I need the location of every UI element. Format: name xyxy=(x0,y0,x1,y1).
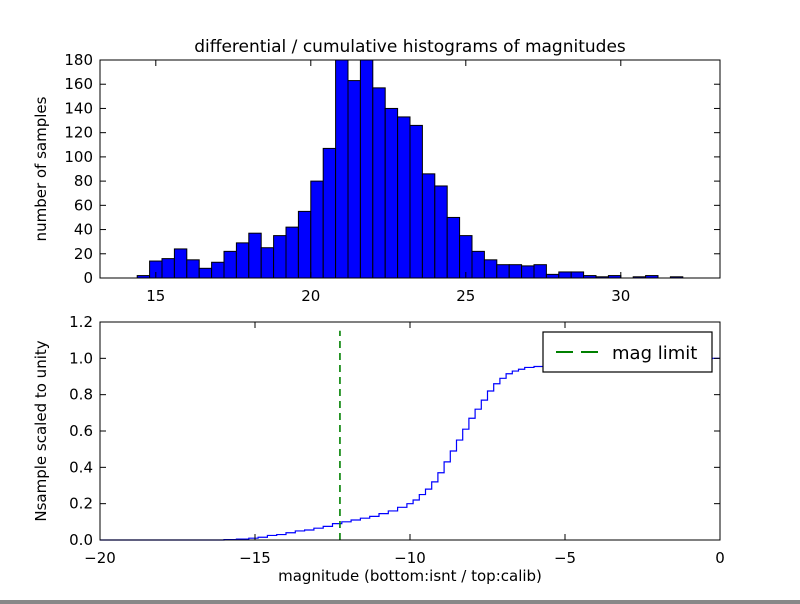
histogram-bars xyxy=(136,59,684,279)
y-tick-label: 180 xyxy=(64,51,93,69)
hist-bar xyxy=(235,242,250,279)
y-tick-label: 100 xyxy=(64,148,93,166)
y-tick-label: 0.2 xyxy=(69,495,93,513)
hist-bar xyxy=(570,271,585,279)
hist-bar xyxy=(434,185,448,279)
hist-bar xyxy=(421,173,436,279)
bottom-plot-ticks: −20 −15 −10 −5 0 0.0 0.2 0.4 0.6 0.8 1.0 1.2 xyxy=(69,313,725,567)
x-axis-label: magnitude (bottom:isnt / top:calib) xyxy=(278,567,542,585)
hist-bar xyxy=(384,107,399,279)
hist-bar xyxy=(161,258,175,279)
y-tick-label: 0 xyxy=(83,269,93,287)
hist-bar xyxy=(211,261,225,279)
hist-bar xyxy=(173,248,188,279)
bottom-y-axis-label: Nsample scaled to unity xyxy=(32,340,50,521)
y-tick-label: 120 xyxy=(64,124,93,142)
hist-bar xyxy=(558,271,572,279)
hist-bar xyxy=(496,264,510,279)
x-tick-label: 20 xyxy=(301,287,320,305)
cumulative-curve xyxy=(100,357,720,541)
x-tick-label: −20 xyxy=(84,549,116,567)
legend-label: mag limit xyxy=(612,343,697,364)
hist-bar xyxy=(483,259,498,279)
x-tick-label: 30 xyxy=(611,287,630,305)
hist-bar xyxy=(335,59,349,279)
hist-bar xyxy=(459,235,473,279)
hist-bar xyxy=(322,147,337,279)
hist-bar xyxy=(285,226,299,279)
hist-bar xyxy=(310,180,324,279)
bottom-plot-frame xyxy=(99,321,721,541)
y-tick-label: 0.8 xyxy=(69,386,93,404)
x-tick-label: 0 xyxy=(715,549,725,567)
hist-bar xyxy=(347,80,361,279)
hist-bar xyxy=(260,247,275,279)
x-tick-label: 15 xyxy=(146,287,165,305)
hist-bar xyxy=(248,232,262,279)
legend: mag limit xyxy=(542,331,713,373)
y-tick-label: 1.2 xyxy=(69,313,93,331)
x-tick-label: −15 xyxy=(239,549,271,567)
hist-bar xyxy=(223,250,237,279)
hist-bar xyxy=(545,273,560,279)
top-plot: 15 20 25 30 0 20 40 60 80 100 120 140 160 180 differe… xyxy=(32,37,721,305)
y-tick-label: 140 xyxy=(64,99,93,117)
hist-bar xyxy=(198,267,213,279)
top-plot-ticks: 15 20 25 30 0 20 40 60 80 100 120 140 160 180 xyxy=(64,51,720,305)
plot-title: differential / cumulative histograms of … xyxy=(194,37,626,57)
top-plot-frame xyxy=(99,59,721,279)
hist-bar xyxy=(297,210,312,279)
hist-bar xyxy=(471,250,485,279)
hist-bar xyxy=(273,235,287,279)
y-tick-label: 60 xyxy=(74,196,93,214)
y-tick-label: 0.4 xyxy=(69,458,93,476)
y-tick-label: 0.0 xyxy=(69,531,93,549)
y-tick-label: 0.6 xyxy=(69,422,93,440)
hist-bar xyxy=(446,216,461,279)
y-tick-label: 160 xyxy=(64,75,93,93)
y-tick-label: 20 xyxy=(74,245,93,263)
x-tick-label: 25 xyxy=(456,287,475,305)
hist-bar xyxy=(372,87,386,279)
hist-bar xyxy=(533,264,547,279)
x-tick-label: −5 xyxy=(554,549,576,567)
top-y-axis-label: number of samples xyxy=(32,96,50,241)
hist-bar xyxy=(359,59,374,279)
y-tick-label: 1.0 xyxy=(69,349,93,367)
y-tick-label: 40 xyxy=(74,221,93,239)
hist-bar xyxy=(521,265,535,279)
bottom-plot: −20 −15 −10 −5 0 0.0 0.2 0.4 0.6 0.8 1.0 1.2 Nsampl… xyxy=(32,313,725,585)
hist-bar xyxy=(186,259,200,279)
y-tick-label: 80 xyxy=(74,172,93,190)
hist-bar xyxy=(409,124,423,279)
x-tick-label: −10 xyxy=(394,549,426,567)
hist-bar xyxy=(397,116,411,279)
hist-bar xyxy=(508,264,523,279)
